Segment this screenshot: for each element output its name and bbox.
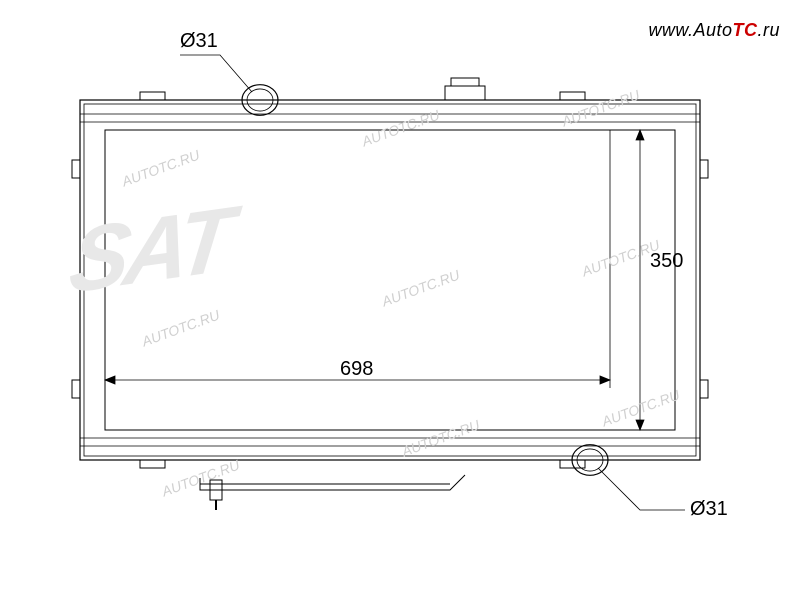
diagram-container: SAT AUTOTC.RUAUTOTC.RUAUTOTC.RUAUTOTC.RU… [0, 0, 800, 600]
url-tc: TC [732, 20, 757, 40]
port-top-dia-label: Ø31 [180, 30, 218, 53]
port-bottom-dia-label: Ø31 [690, 498, 728, 521]
dim-height-label: 350 [650, 250, 683, 273]
watermark-url: www.AutoTC.ru [648, 20, 780, 41]
url-auto: Auto [693, 20, 732, 40]
dim-width-label: 698 [340, 358, 373, 381]
url-prefix: www. [648, 20, 693, 40]
radiator-drawing [0, 0, 800, 600]
url-suffix: .ru [757, 20, 780, 40]
